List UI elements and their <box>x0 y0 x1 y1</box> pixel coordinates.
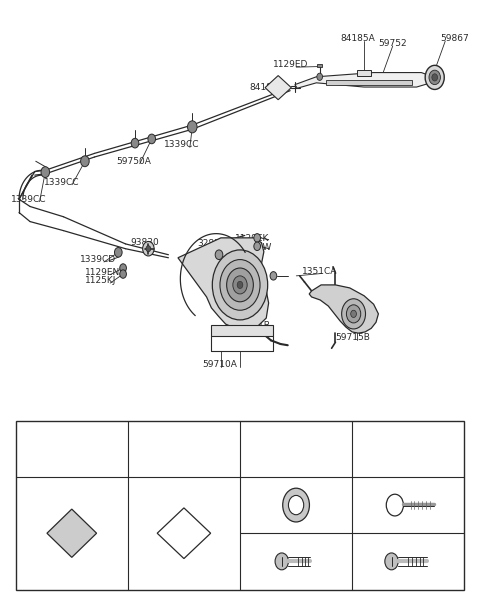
Circle shape <box>432 74 438 81</box>
Circle shape <box>425 65 444 90</box>
Polygon shape <box>157 508 211 559</box>
Circle shape <box>270 271 277 280</box>
Circle shape <box>237 281 243 288</box>
Circle shape <box>81 156 89 167</box>
Text: 1799JD: 1799JD <box>391 444 426 454</box>
Circle shape <box>385 553 398 570</box>
Text: 1339CC: 1339CC <box>44 178 80 187</box>
Circle shape <box>120 264 126 272</box>
Circle shape <box>143 241 154 256</box>
Circle shape <box>254 234 261 242</box>
Bar <box>16 421 464 590</box>
Text: 1123GV: 1123GV <box>276 500 315 510</box>
Text: 59711B: 59711B <box>235 321 270 330</box>
Bar <box>317 64 322 67</box>
Circle shape <box>215 250 223 259</box>
Polygon shape <box>357 70 371 76</box>
Circle shape <box>188 121 197 133</box>
Text: 1339CC: 1339CC <box>164 141 199 150</box>
Circle shape <box>233 276 247 294</box>
Text: 1129EK: 1129EK <box>235 234 270 243</box>
Text: 59715B: 59715B <box>336 333 370 342</box>
Text: 32877: 32877 <box>197 239 226 248</box>
Text: 1339CC: 1339CC <box>11 195 47 204</box>
Circle shape <box>148 134 156 144</box>
Polygon shape <box>295 73 433 88</box>
Circle shape <box>275 553 288 570</box>
Circle shape <box>41 167 49 178</box>
Text: 1125KJ: 1125KJ <box>85 276 116 285</box>
Text: 1731JA: 1731JA <box>279 444 313 454</box>
Text: 1130FA: 1130FA <box>390 500 426 510</box>
Circle shape <box>212 250 268 320</box>
Circle shape <box>342 299 365 329</box>
Text: 59752: 59752 <box>378 39 407 48</box>
Circle shape <box>115 247 122 257</box>
Circle shape <box>429 70 441 85</box>
Text: 84185A: 84185A <box>340 35 375 43</box>
Polygon shape <box>265 76 291 100</box>
Circle shape <box>120 270 126 278</box>
Text: 59867: 59867 <box>441 35 469 43</box>
Text: 1129EW: 1129EW <box>235 243 273 252</box>
Bar <box>211 325 274 336</box>
Text: 59750A: 59750A <box>116 157 151 166</box>
Circle shape <box>254 242 261 250</box>
Polygon shape <box>309 285 378 333</box>
Polygon shape <box>47 509 96 558</box>
Text: 93830: 93830 <box>130 238 159 247</box>
Circle shape <box>131 138 139 148</box>
Text: 84183: 84183 <box>250 82 278 92</box>
Circle shape <box>220 259 260 310</box>
Circle shape <box>317 73 323 81</box>
Text: 59710A: 59710A <box>202 360 237 369</box>
Circle shape <box>227 268 253 302</box>
Circle shape <box>288 496 304 514</box>
Polygon shape <box>326 80 412 85</box>
Polygon shape <box>178 238 269 330</box>
Circle shape <box>351 310 357 318</box>
Circle shape <box>146 245 151 251</box>
Text: 1129ED: 1129ED <box>274 60 309 69</box>
Text: 84184: 84184 <box>57 444 87 454</box>
Text: 1351CA: 1351CA <box>302 267 337 276</box>
Circle shape <box>283 488 310 522</box>
Text: 84173A: 84173A <box>165 444 203 454</box>
Circle shape <box>347 305 361 323</box>
Text: 1129EN: 1129EN <box>85 268 120 277</box>
Text: 1339CD: 1339CD <box>80 255 116 264</box>
